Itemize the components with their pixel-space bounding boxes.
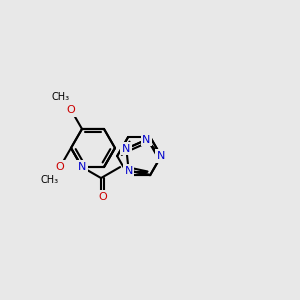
Text: O: O: [67, 105, 75, 115]
Text: CH₃: CH₃: [51, 92, 69, 102]
Text: O: O: [56, 162, 64, 172]
Text: N: N: [157, 151, 165, 161]
Text: N: N: [124, 166, 133, 176]
Text: N: N: [142, 135, 151, 145]
Text: N: N: [78, 162, 86, 172]
Text: O: O: [99, 192, 107, 202]
Text: N: N: [122, 144, 130, 154]
Text: CH₃: CH₃: [40, 176, 58, 185]
